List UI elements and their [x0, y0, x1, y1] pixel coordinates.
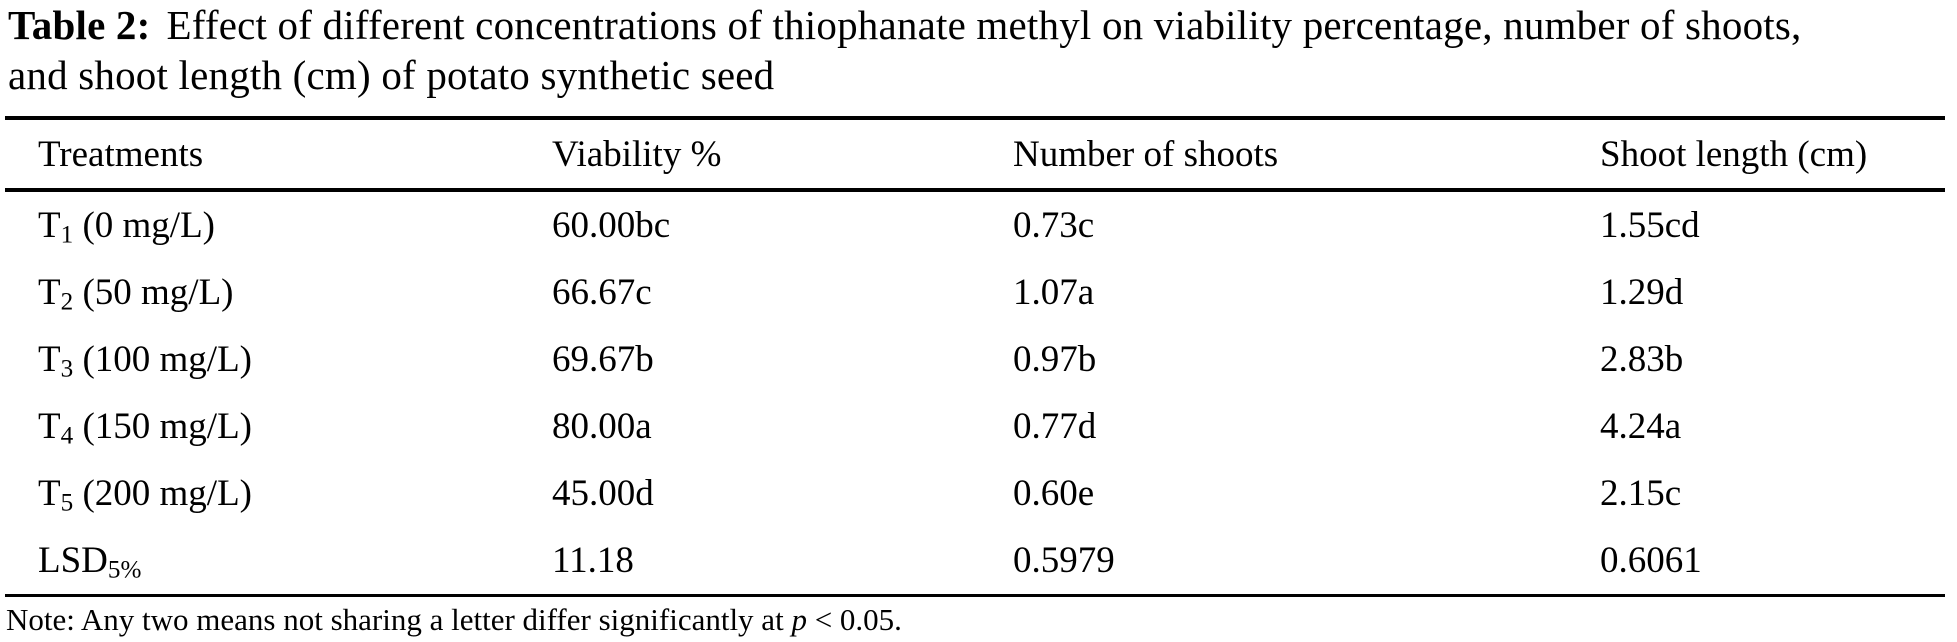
treatment-subscript: 2: [60, 288, 74, 316]
treatment-rest: (0 mg/L): [73, 205, 215, 246]
treatment-cell: T5 (200 mg/L): [5, 460, 552, 527]
length-cell: 2.15c: [1600, 473, 1682, 514]
length-cell: 2.83b: [1600, 339, 1684, 380]
treatment-cell: T3 (100 mg/L): [5, 326, 552, 393]
viability-cell: 60.00bc: [552, 205, 671, 246]
viability-cell: 80.00a: [552, 406, 652, 447]
shoots-cell: 0.97b: [1013, 339, 1097, 380]
header-treatments: Treatments: [5, 118, 552, 192]
table-caption: Table 2: Effect of different concentratio…: [8, 0, 1952, 100]
table-row: T4 (150 mg/L) 80.00a 0.77d 4.24a: [5, 393, 1945, 460]
note-p-symbol: p: [791, 602, 807, 637]
treatment-rest: (150 mg/L): [73, 406, 252, 447]
treatment-rest: (200 mg/L): [73, 473, 252, 514]
length-cell: 0.6061: [1600, 540, 1702, 581]
table-row: T1 (0 mg/L) 60.00bc 0.73c 1.55cd: [5, 190, 1945, 259]
table-header-row: Treatments Viability % Number of shoots …: [5, 118, 1945, 192]
note-suffix: < 0.05.: [806, 602, 902, 637]
table-caption-line2: and shoot length (cm) of potato syntheti…: [8, 52, 775, 98]
treatment-cell: T2 (50 mg/L): [5, 259, 552, 326]
treatment-rest: (50 mg/L): [73, 272, 234, 313]
table-row: T3 (100 mg/L) 69.67b 0.97b 2.83b: [5, 326, 1945, 393]
treatment-subscript: 1: [60, 221, 74, 249]
shoots-cell: 0.73c: [1013, 205, 1095, 246]
lsd-label: LSD: [38, 540, 108, 581]
treatment-base: T: [38, 406, 61, 447]
data-table: Treatments Viability % Number of shoots …: [5, 116, 1945, 597]
treatment-subscript: 3: [60, 355, 74, 383]
treatment-base: T: [38, 272, 61, 313]
table-row-lsd: LSD5% 11.18 0.5979 0.6061: [5, 527, 1945, 596]
table-row: T2 (50 mg/L) 66.67c 1.07a 1.29d: [5, 259, 1945, 326]
shoots-cell: 0.77d: [1013, 406, 1097, 447]
header-number-of-shoots: Number of shoots: [1013, 118, 1600, 192]
viability-cell: 69.67b: [552, 339, 654, 380]
treatment-rest: (100 mg/L): [73, 339, 252, 380]
treatment-cell: T1 (0 mg/L): [5, 190, 552, 259]
table-row: T5 (200 mg/L) 45.00d 0.60e 2.15c: [5, 460, 1945, 527]
treatment-cell: LSD5%: [5, 527, 552, 596]
lsd-subscript: 5%: [107, 556, 142, 584]
shoots-cell: 0.60e: [1013, 473, 1095, 514]
shoots-cell: 0.5979: [1013, 540, 1115, 581]
treatment-subscript: 5: [60, 489, 74, 517]
length-cell: 1.55cd: [1600, 205, 1700, 246]
table-caption-label: Table 2:: [8, 2, 151, 48]
treatment-base: T: [38, 473, 61, 514]
shoots-cell: 1.07a: [1013, 272, 1095, 313]
viability-cell: 11.18: [552, 540, 634, 581]
length-cell: 4.24a: [1600, 406, 1682, 447]
treatment-base: T: [38, 205, 61, 246]
treatment-subscript: 4: [60, 422, 74, 450]
header-viability: Viability %: [552, 118, 1013, 192]
table-caption-line1: Effect of different concentrations of th…: [166, 2, 1802, 48]
table-note: Note: Any two means not sharing a letter…: [6, 600, 902, 640]
treatment-cell: T4 (150 mg/L): [5, 393, 552, 460]
treatment-base: T: [38, 339, 61, 380]
viability-cell: 66.67c: [552, 272, 652, 313]
note-prefix: Note: Any two means not sharing a letter…: [6, 602, 792, 637]
length-cell: 1.29d: [1600, 272, 1684, 313]
header-shoot-length: Shoot length (cm): [1600, 118, 1945, 192]
viability-cell: 45.00d: [552, 473, 654, 514]
